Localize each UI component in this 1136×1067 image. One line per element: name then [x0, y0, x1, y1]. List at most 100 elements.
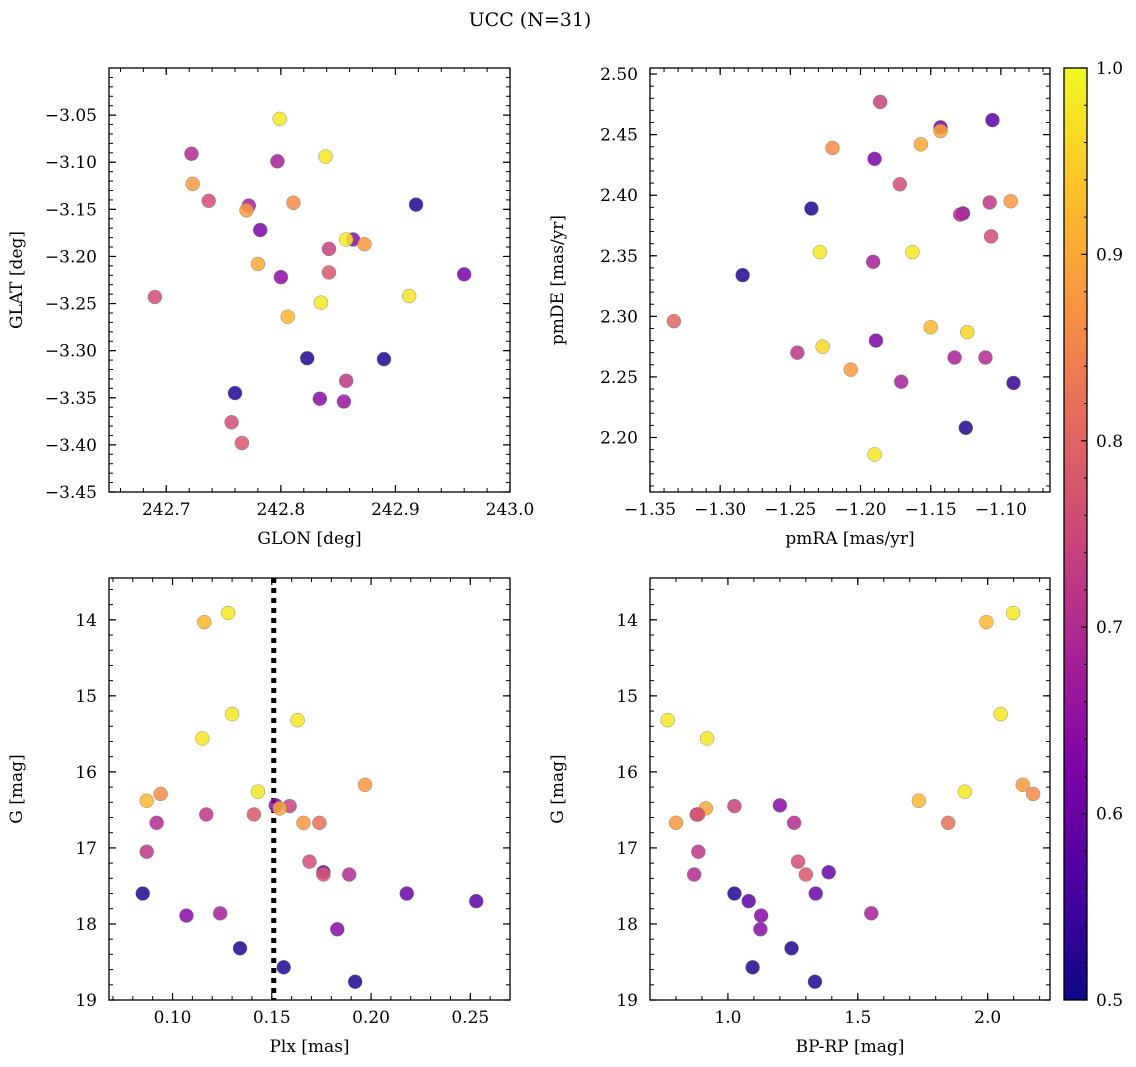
data-point [983, 229, 999, 244]
colorbar-tick-label: 1.0 [1096, 59, 1123, 79]
data-point [330, 922, 345, 937]
y-tick-label: −3.35 [45, 389, 97, 409]
data-point [772, 798, 788, 813]
data-point [843, 362, 858, 377]
axes-frame [649, 67, 1051, 493]
data-point [947, 350, 962, 365]
data-point [668, 815, 684, 831]
y-tick-label: −3.15 [45, 200, 97, 220]
data-point [911, 793, 927, 808]
data-point [1015, 777, 1030, 793]
x-axis-label: Plx [mas] [269, 1037, 349, 1057]
y-tick-label: 15 [75, 687, 97, 707]
data-point [408, 197, 424, 212]
colorbar: 0.5 0.6 0.7 0.8 0.9 1.0 [1063, 59, 1123, 1011]
x-tick-label: 242.9 [371, 500, 420, 520]
y-tick-label: −3.30 [45, 342, 97, 362]
data-point [232, 941, 248, 956]
data-point [253, 222, 268, 238]
panel-glon-glat: 242.7 242.8 242.9 243.0 −3.45 −3.40 −3.35 −3.30… [7, 67, 535, 549]
axes-frame [108, 577, 511, 1001]
data-point [338, 232, 354, 247]
data-point [312, 391, 328, 406]
data-point [220, 605, 236, 621]
data-point [786, 815, 802, 831]
y-tick-label: 2.25 [600, 368, 638, 388]
data-point [185, 176, 200, 192]
data-point [784, 941, 799, 956]
scatter-points [147, 111, 472, 451]
data-point [273, 269, 289, 285]
data-point [179, 908, 194, 923]
y-tick-label: 17 [75, 839, 97, 859]
y-axis-label: G [mag] [548, 754, 568, 823]
x-tick-label: 243.0 [486, 500, 535, 520]
data-point [272, 111, 287, 127]
y-tick-label: 16 [616, 763, 638, 783]
x-tick-label: −1.25 [764, 500, 816, 520]
y-tick-label: 2.20 [600, 428, 638, 448]
colorbar-tick-label: 0.5 [1096, 991, 1123, 1011]
data-point [865, 254, 881, 270]
y-tick-label: −3.40 [45, 436, 97, 456]
x-axis-label: GLON [deg] [257, 529, 361, 549]
x-axis-label: BP-RP [mag] [796, 1037, 905, 1057]
y-tick-label: 18 [75, 915, 97, 935]
data-point [867, 151, 882, 167]
data-point [905, 244, 920, 260]
data-point [812, 244, 828, 260]
colorbar-frame [1063, 67, 1088, 1001]
data-point [201, 193, 216, 209]
x-tick-label: 1.0 [714, 1008, 741, 1028]
data-point [139, 844, 154, 859]
scatter-points [660, 605, 1041, 989]
data-point [316, 867, 331, 882]
data-point [979, 614, 994, 630]
x-tick-label: 242.7 [142, 500, 191, 520]
data-point [1025, 786, 1041, 802]
x-tick-label: −1.30 [694, 500, 746, 520]
x-tick-label: 0.20 [352, 1008, 390, 1028]
data-point [290, 712, 305, 728]
data-point [958, 420, 973, 435]
data-point [313, 295, 329, 310]
data-point [892, 177, 908, 192]
data-point [199, 807, 214, 822]
data-point [227, 385, 243, 401]
data-point [699, 731, 715, 746]
data-point [250, 784, 266, 799]
y-tick-label: 14 [75, 611, 97, 631]
data-point [978, 350, 993, 365]
panel-plx-g: 0.10 0.15 0.20 0.25 14 15 16 17 18 19 Plx [mas] G [… [7, 577, 511, 1057]
data-point [959, 324, 975, 340]
data-point [321, 241, 337, 257]
data-point [790, 345, 805, 360]
data-point [952, 207, 968, 222]
data-point [338, 373, 354, 389]
data-point [347, 974, 363, 989]
data-point [864, 906, 879, 921]
colorbar-tick-label: 0.9 [1096, 245, 1123, 265]
data-point [286, 195, 301, 210]
y-tick-label: 2.40 [600, 186, 638, 206]
data-point [868, 333, 884, 348]
data-point [808, 886, 823, 901]
y-tick-label: 17 [616, 839, 638, 859]
data-point [246, 807, 262, 822]
data-point [357, 236, 372, 252]
data-point [456, 267, 472, 282]
data-point [401, 288, 417, 304]
y-tick-label: 2.50 [600, 65, 638, 85]
x-tick-label: −1.10 [975, 500, 1027, 520]
data-point [804, 201, 819, 216]
y-axis-label: GLAT [deg] [7, 231, 27, 329]
data-point [815, 339, 830, 354]
x-tick-label: −1.15 [905, 500, 957, 520]
data-point [745, 960, 760, 975]
data-point [147, 289, 163, 305]
data-point [149, 815, 164, 831]
data-point [342, 867, 357, 882]
x-tick-label: 242.8 [257, 500, 306, 520]
data-point [135, 886, 150, 901]
colorbar-tick-label: 0.8 [1096, 432, 1123, 452]
